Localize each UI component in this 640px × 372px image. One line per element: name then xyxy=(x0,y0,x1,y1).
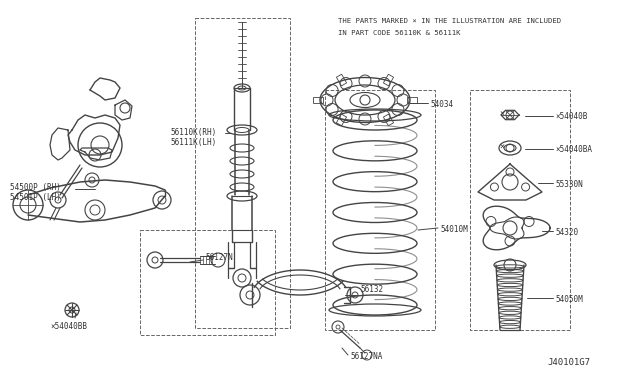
Bar xyxy=(195,18,290,328)
Bar xyxy=(407,97,417,103)
Text: 56110K(RH): 56110K(RH) xyxy=(170,128,216,137)
Text: 54320: 54320 xyxy=(555,228,578,237)
Text: ×: × xyxy=(499,110,504,119)
Text: 56127NA: 56127NA xyxy=(350,352,382,361)
Text: 54050M: 54050M xyxy=(555,295,583,304)
Bar xyxy=(383,74,394,86)
Text: 54034: 54034 xyxy=(430,100,453,109)
Text: 56127N: 56127N xyxy=(205,253,233,262)
Text: 56111K(LH): 56111K(LH) xyxy=(170,138,216,147)
Text: 56132: 56132 xyxy=(360,285,383,294)
Text: ×: × xyxy=(499,143,504,152)
Text: J40101G7: J40101G7 xyxy=(547,358,590,367)
Text: THE PARTS MARKED × IN THE ILLUSTRATION ARE INCLUDED: THE PARTS MARKED × IN THE ILLUSTRATION A… xyxy=(338,18,561,24)
Bar xyxy=(470,90,570,330)
Text: IN PART CODE 56110K & 56111K: IN PART CODE 56110K & 56111K xyxy=(338,30,461,36)
Text: 54500P (RH): 54500P (RH) xyxy=(10,183,61,192)
Bar xyxy=(337,74,347,86)
Text: ×54040BA: ×54040BA xyxy=(555,145,592,154)
Bar xyxy=(337,114,347,126)
Text: ×54040B: ×54040B xyxy=(555,112,588,121)
Bar xyxy=(140,230,275,335)
Bar xyxy=(325,90,435,330)
Text: ×54040BB: ×54040BB xyxy=(50,322,87,331)
Text: 54010M: 54010M xyxy=(440,225,468,234)
Text: 54501P (LH): 54501P (LH) xyxy=(10,193,61,202)
Bar xyxy=(313,97,323,103)
Bar xyxy=(383,114,394,126)
Text: 55330N: 55330N xyxy=(555,180,583,189)
